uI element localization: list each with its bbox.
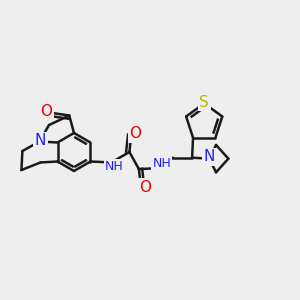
Text: O: O bbox=[139, 180, 151, 195]
Text: S: S bbox=[199, 95, 209, 110]
Text: O: O bbox=[40, 104, 52, 119]
Text: NH: NH bbox=[152, 157, 171, 170]
Text: N: N bbox=[203, 149, 215, 164]
Text: O: O bbox=[129, 126, 141, 141]
Text: NH: NH bbox=[105, 160, 124, 173]
Text: N: N bbox=[35, 133, 46, 148]
